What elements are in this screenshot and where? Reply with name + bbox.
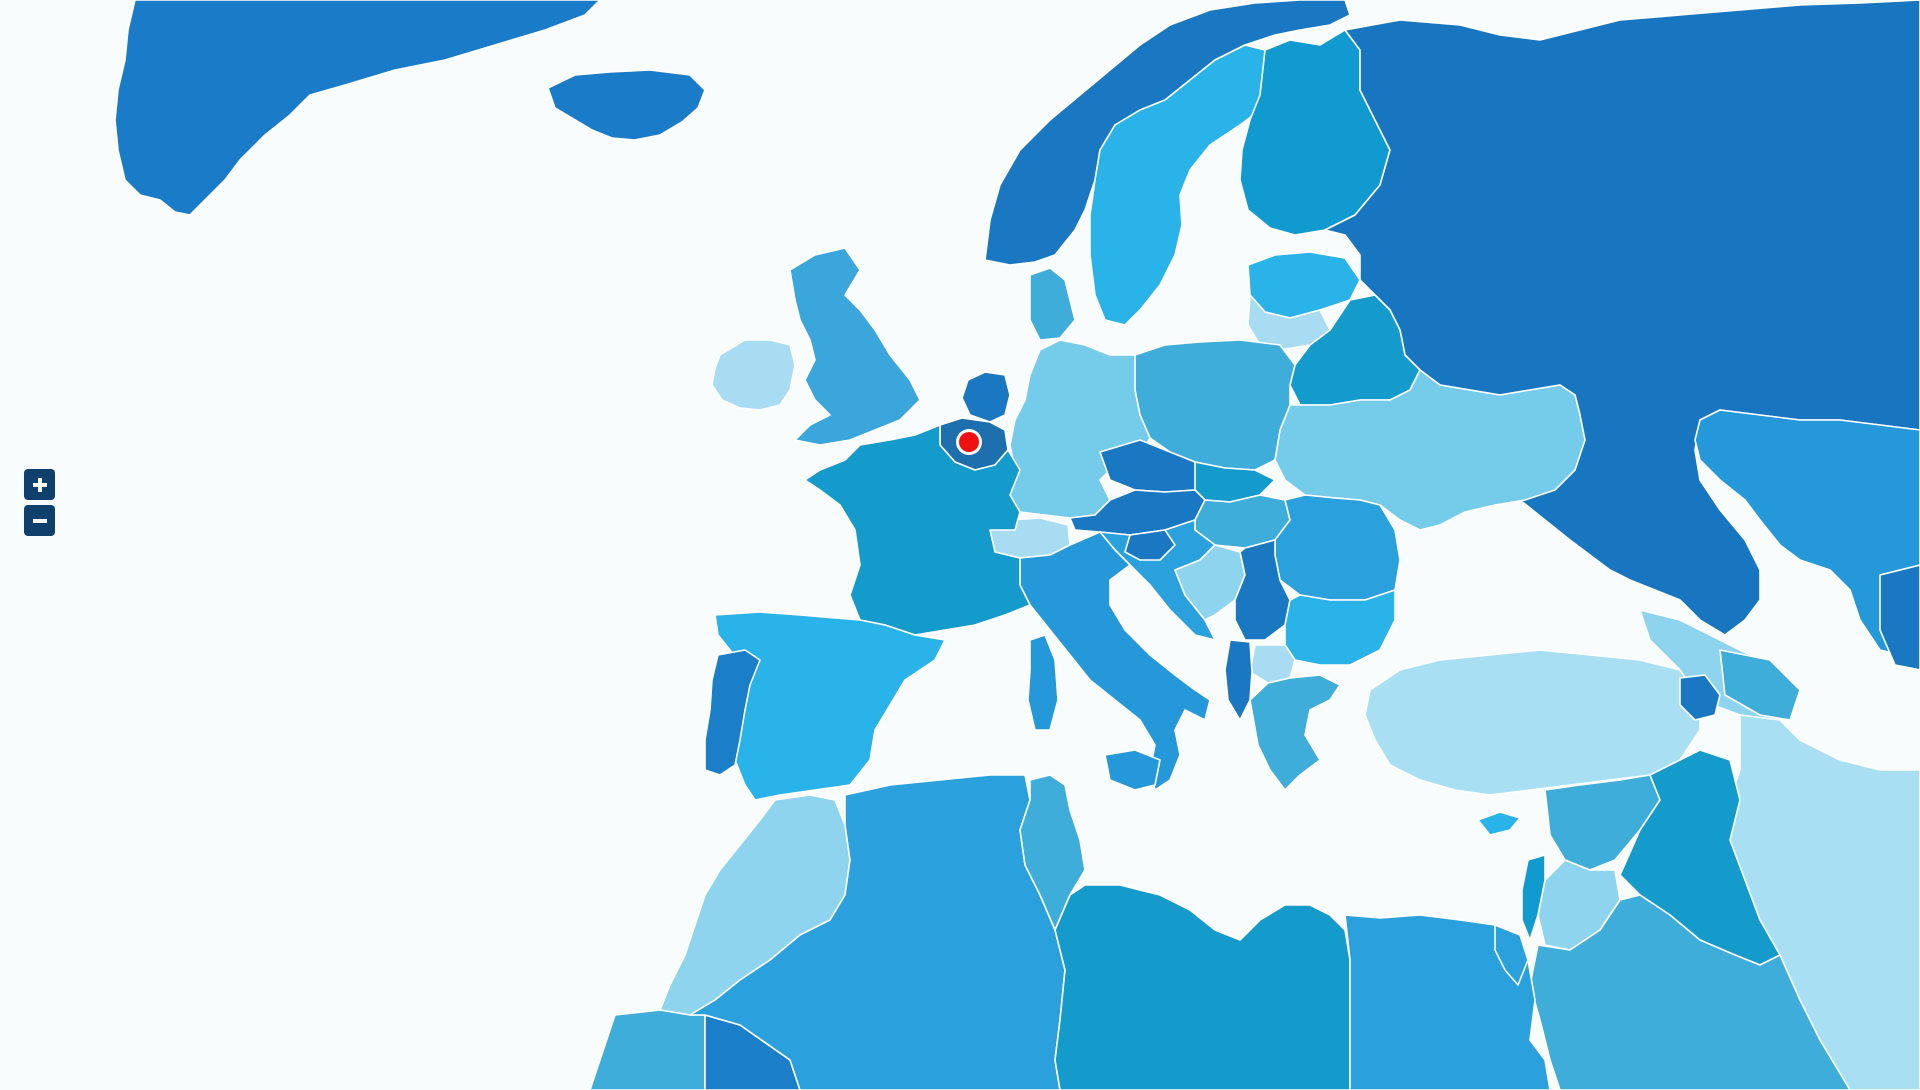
region-turkey[interactable]: [1364, 649, 1701, 796]
location-marker[interactable]: [954, 427, 984, 457]
region-israel[interactable]: [1521, 854, 1546, 941]
region-greece[interactable]: [1249, 674, 1341, 791]
region-sinai[interactable]: [1494, 924, 1529, 986]
zoom-in-button[interactable]: [24, 469, 55, 500]
region-slovenia[interactable]: [1124, 529, 1176, 561]
region-iceland[interactable]: [547, 69, 706, 141]
region-norway[interactable]: [984, 0, 1351, 266]
region-bulgaria[interactable]: [1284, 589, 1396, 666]
region-france[interactable]: [804, 424, 1031, 636]
zoom-out-button[interactable]: [24, 505, 55, 536]
plus-icon: [32, 477, 47, 492]
region-kazakhstan[interactable]: [1694, 409, 1920, 661]
region-libya[interactable]: [1054, 884, 1351, 1090]
region-portugal[interactable]: [704, 649, 761, 776]
region-sicily[interactable]: [1104, 749, 1161, 791]
region-italy[interactable]: [1019, 531, 1211, 791]
region-ireland[interactable]: [711, 339, 796, 411]
region-saudi[interactable]: [1529, 894, 1851, 1090]
region-western-sahara[interactable]: [589, 1009, 706, 1090]
region-denmark[interactable]: [1029, 267, 1076, 341]
region-spain[interactable]: [714, 611, 946, 801]
region-cyprus[interactable]: [1477, 811, 1521, 836]
region-romania[interactable]: [1274, 494, 1401, 601]
region-russia[interactable]: [1324, 0, 1920, 636]
region-netherlands[interactable]: [961, 371, 1011, 423]
region-sweden[interactable]: [1089, 44, 1271, 326]
region-azerbaijan[interactable]: [1719, 649, 1801, 721]
region-uk[interactable]: [789, 247, 921, 446]
region-greenland[interactable]: [114, 0, 601, 216]
marker-dot: [959, 432, 979, 452]
region-baltics[interactable]: [1247, 251, 1361, 319]
region-uzbekistan[interactable]: [1879, 564, 1920, 671]
region-albania[interactable]: [1224, 639, 1253, 721]
region-sardinia[interactable]: [1027, 634, 1059, 731]
minus-icon: [32, 518, 47, 523]
region-algeria[interactable]: [689, 774, 1066, 1090]
region-macedonia[interactable]: [1249, 644, 1296, 684]
region-germany[interactable]: [1009, 339, 1151, 519]
region-armenia[interactable]: [1679, 674, 1721, 721]
